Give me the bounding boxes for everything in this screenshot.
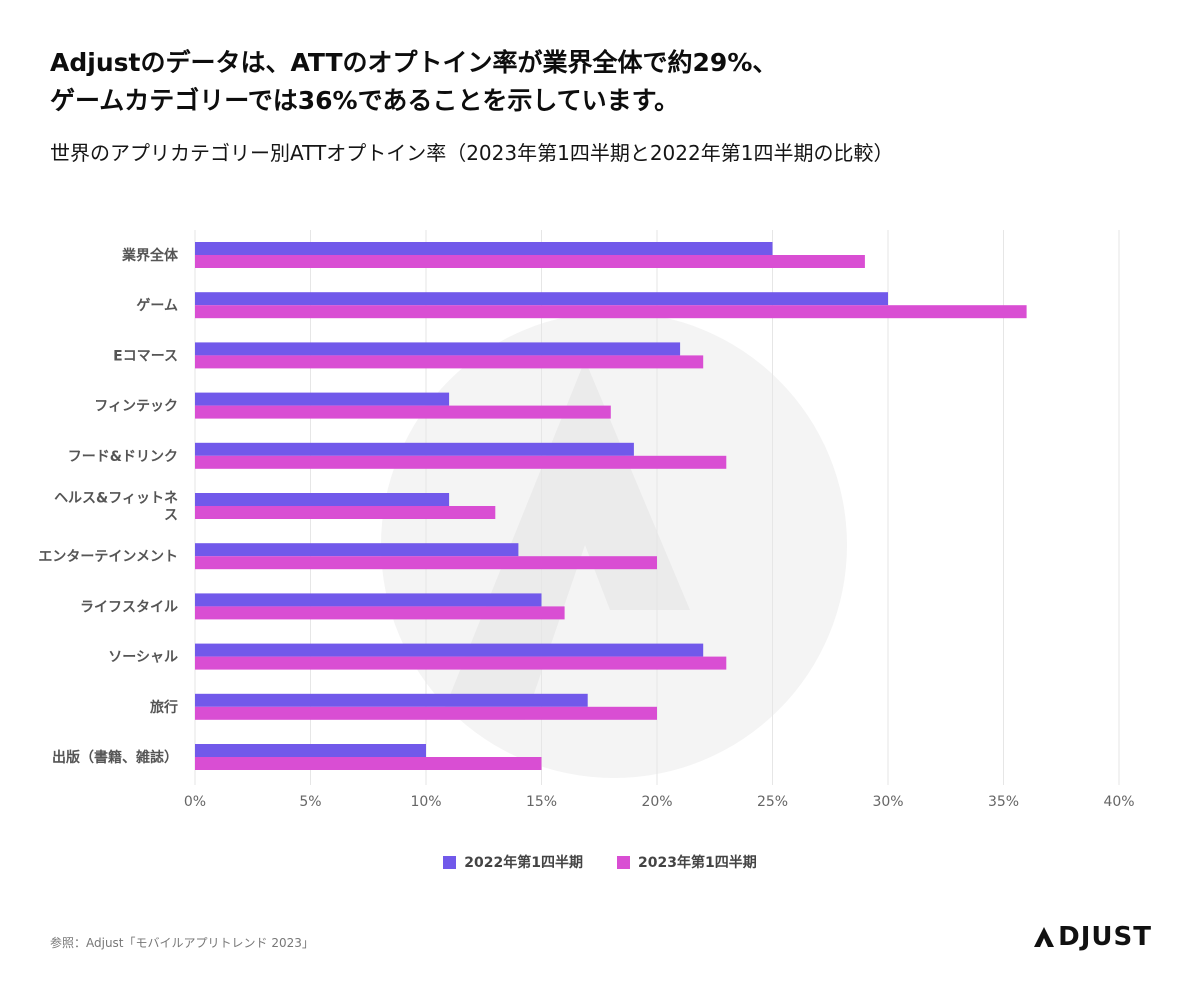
bar-2023-5 [195, 506, 496, 519]
bar-2022-10 [195, 744, 426, 757]
x-tick-label: 40% [1103, 794, 1134, 810]
title-line-2: ゲームカテゴリーでは36%であることを示しています。 [50, 86, 680, 115]
category-label: 旅行 [150, 699, 178, 716]
bar-2022-6 [195, 543, 519, 557]
category-label: ライフスタイル [80, 599, 178, 615]
legend-swatch-2023 [617, 855, 630, 869]
bar-2023-2 [195, 355, 704, 369]
x-tick-label: 15% [526, 794, 557, 810]
adjust-logo-text: DJUST [1058, 922, 1152, 952]
bar-2023-9 [195, 706, 657, 720]
bar-2023-7 [195, 606, 565, 620]
bar-2022-1 [195, 292, 888, 306]
bar-2023-4 [195, 455, 727, 469]
x-tick-label: 0% [184, 794, 206, 810]
adjust-logo-a-icon [1034, 927, 1055, 947]
category-label: ソーシャル [108, 650, 178, 666]
x-tick-label: 20% [641, 794, 672, 810]
x-tick-label: 30% [872, 794, 903, 810]
legend-swatch-2022 [443, 855, 457, 869]
category-label: ヘルス&フィットネ [54, 491, 178, 507]
bar-2022-9 [195, 693, 588, 707]
category-label: 業界全体 [121, 247, 179, 264]
bar-2023-8 [195, 656, 727, 670]
bar-2022-3 [195, 392, 450, 406]
category-label: Eコマース [113, 348, 178, 364]
bar-2022-5 [195, 493, 450, 506]
legend-label-2022: 2022年第1四半期 [464, 855, 583, 871]
bar-2022-4 [195, 442, 634, 456]
x-gridlines [194, 230, 1120, 785]
chart-legend: 2022年第1四半期 2023年第1四半期 [0, 852, 1200, 872]
x-tick-label: 25% [757, 794, 788, 810]
source-note: 参照：Adjust「モバイルアプリトレンド 2023」 [50, 936, 314, 950]
x-tick-label: 10% [410, 794, 441, 810]
bar-2023-6 [195, 556, 657, 570]
category-label: ゲーム [136, 297, 178, 314]
x-tick-labels: 0% 5% 10% 15% 20% 25% 30% 35% 40% [184, 794, 1135, 810]
legend-item-2023: 2023年第1四半期 [617, 852, 757, 872]
category-label: ス [164, 508, 178, 524]
bar-2022-7 [195, 593, 542, 607]
adjust-logo: DJUST [1032, 922, 1152, 952]
x-tick-label: 5% [299, 794, 321, 810]
page-title: Adjustのデータは、ATTのオプトイン率が業界全体で約29%、 ゲームカテゴ… [50, 44, 1150, 120]
x-tick-label: 35% [988, 794, 1019, 810]
chart-subtitle: 世界のアプリカテゴリー別ATTオプトイン率（2023年第1四半期と2022年第1… [50, 141, 894, 165]
category-label: フィンテック [94, 399, 178, 415]
bar-2023-3 [195, 405, 611, 419]
category-label: フード&ドリンク [68, 449, 178, 465]
legend-item-2022: 2022年第1四半期 [443, 852, 583, 872]
bar-2022-2 [195, 342, 681, 356]
bar-2023-10 [195, 757, 542, 770]
bar-2023-1 [195, 305, 1027, 319]
category-label: エンターテインメント [38, 549, 178, 565]
watermark-logo-mark [440, 360, 690, 720]
legend-label-2023: 2023年第1四半期 [638, 855, 757, 871]
bar-2022-8 [195, 643, 704, 657]
bar-series [195, 242, 1027, 770]
bar-2022-0 [195, 242, 773, 255]
title-line-1: Adjustのデータは、ATTのオプトイン率が業界全体で約29%、 [50, 48, 778, 77]
bar-2023-0 [195, 255, 865, 268]
category-label: 出版（書籍、雑誌） [52, 749, 178, 766]
